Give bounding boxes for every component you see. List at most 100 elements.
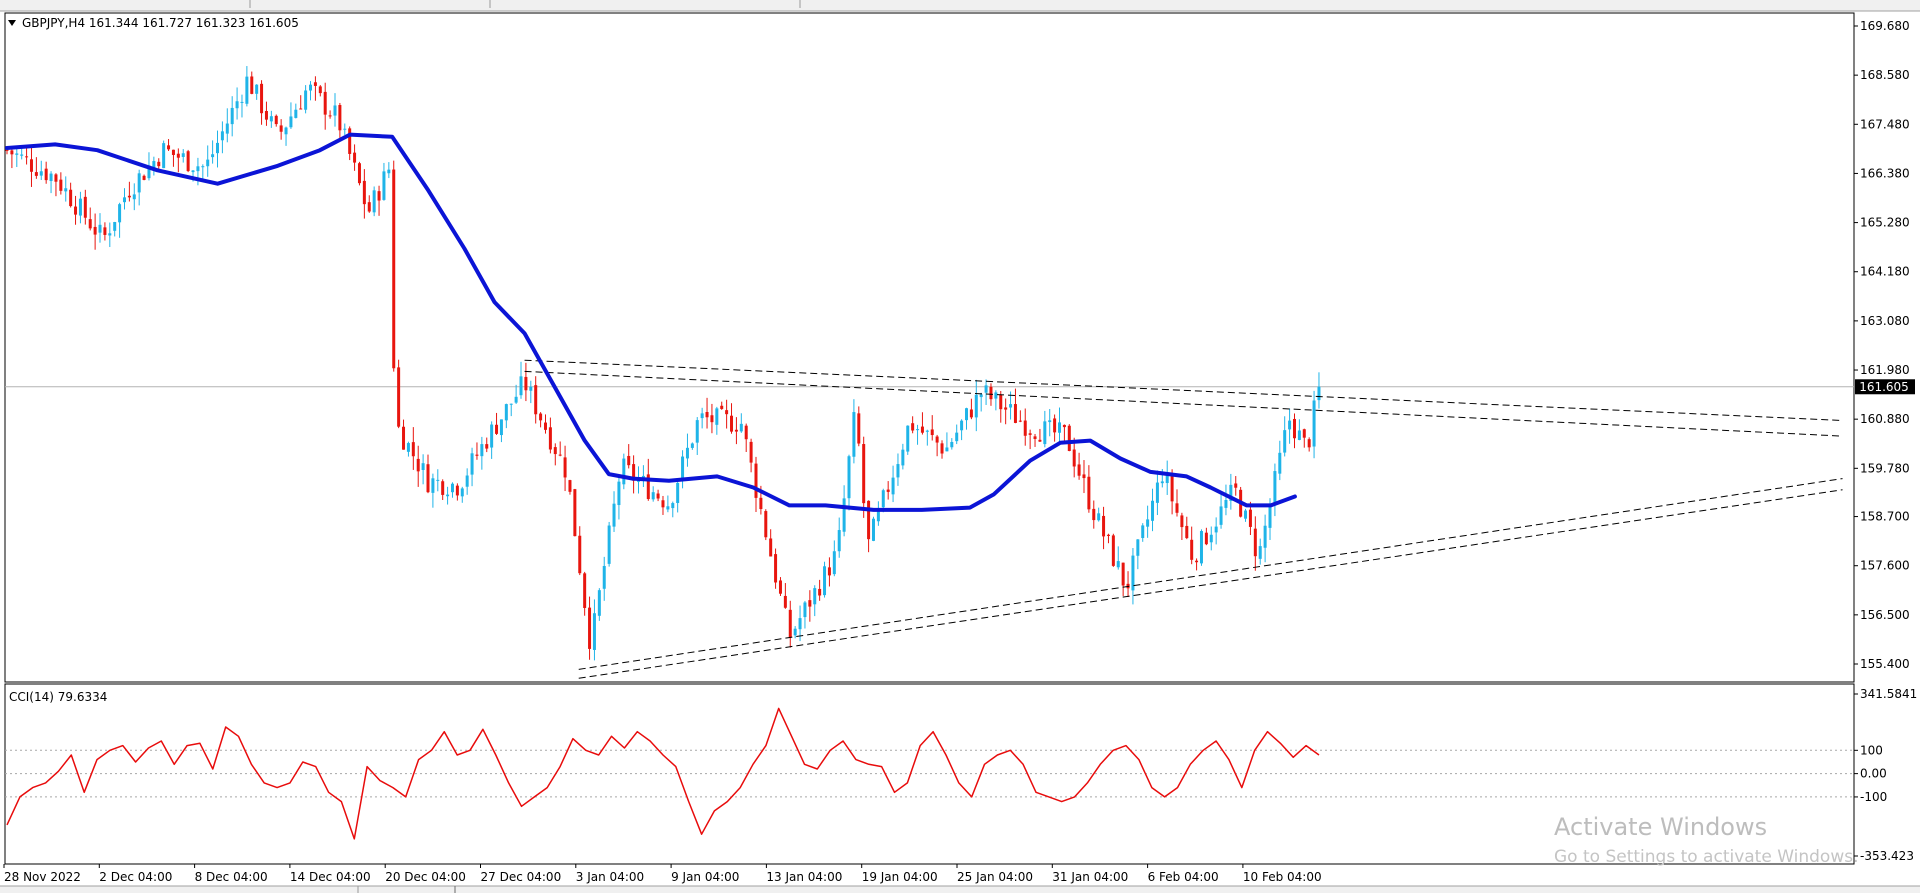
candle bbox=[1146, 505, 1150, 538]
candle bbox=[499, 419, 503, 443]
candle bbox=[920, 412, 924, 435]
price-pane[interactable] bbox=[4, 12, 1855, 683]
candle bbox=[74, 195, 78, 225]
candle bbox=[994, 390, 998, 411]
candle bbox=[891, 465, 895, 503]
candle bbox=[1072, 437, 1076, 478]
symbol-header: GBPJPY,H4 161.344 161.727 161.323 161.60… bbox=[22, 16, 299, 30]
candle bbox=[323, 82, 327, 130]
candle bbox=[612, 491, 616, 532]
candle bbox=[328, 110, 332, 119]
candle bbox=[1185, 516, 1189, 540]
time-tick-label: 2 Dec 04:00 bbox=[99, 870, 172, 884]
cci-header: CCI(14) 79.6334 bbox=[9, 690, 107, 704]
candle bbox=[524, 362, 528, 402]
candle bbox=[896, 453, 900, 486]
candle bbox=[1004, 398, 1008, 425]
candle bbox=[1165, 460, 1169, 495]
candle bbox=[666, 495, 670, 513]
candle bbox=[1087, 465, 1091, 513]
candle bbox=[930, 415, 934, 441]
candle bbox=[1038, 428, 1042, 442]
cci-series bbox=[6, 707, 1320, 840]
candle bbox=[406, 441, 410, 457]
candle bbox=[450, 482, 454, 498]
candle bbox=[1121, 562, 1125, 597]
candle bbox=[852, 399, 856, 464]
candle bbox=[441, 479, 445, 501]
candle bbox=[764, 509, 768, 541]
time-tick-label: 19 Jan 04:00 bbox=[862, 870, 938, 884]
candle bbox=[568, 479, 572, 495]
cci-level-lines bbox=[5, 749, 1854, 798]
candle bbox=[387, 162, 391, 179]
candle bbox=[803, 600, 807, 629]
candle bbox=[1058, 407, 1062, 442]
trendline[interactable] bbox=[578, 478, 1843, 670]
time-tick-label: 10 Feb 04:00 bbox=[1243, 870, 1322, 884]
activate-windows-title: Activate Windows bbox=[1554, 813, 1767, 841]
candle bbox=[553, 443, 557, 466]
candle bbox=[730, 403, 734, 434]
candle bbox=[857, 406, 861, 447]
candle bbox=[460, 486, 464, 503]
time-axis[interactable]: 28 Nov 2022 2 Dec 04:00 8 Dec 04:00 14 Dec … bbox=[3, 864, 1322, 884]
candle bbox=[216, 130, 220, 168]
trendlines[interactable] bbox=[524, 359, 1843, 679]
candle bbox=[240, 94, 244, 118]
candle bbox=[1307, 437, 1311, 452]
candle bbox=[1224, 484, 1228, 516]
candle bbox=[950, 438, 954, 450]
candle bbox=[925, 429, 929, 446]
symbol-menu-icon[interactable] bbox=[8, 20, 16, 26]
candle bbox=[118, 202, 122, 238]
candle bbox=[725, 399, 729, 429]
trendline[interactable] bbox=[578, 489, 1843, 679]
candle bbox=[945, 432, 949, 452]
candle bbox=[1278, 440, 1282, 481]
candle bbox=[93, 213, 97, 250]
candle bbox=[744, 423, 748, 452]
candle bbox=[245, 66, 249, 107]
candle bbox=[348, 126, 352, 161]
candle bbox=[142, 174, 146, 181]
candle bbox=[651, 486, 655, 502]
candle bbox=[514, 384, 518, 404]
candle bbox=[490, 421, 494, 459]
price-tick-label: 164.180 bbox=[1860, 265, 1910, 279]
candle bbox=[969, 398, 973, 420]
candle bbox=[176, 148, 180, 173]
price-tick-label: 156.500 bbox=[1860, 608, 1910, 622]
candle bbox=[578, 526, 582, 576]
price-axis[interactable]: 169.680 168.580 167.480 166.380 165.280 164.1… bbox=[1854, 19, 1910, 671]
candle bbox=[734, 417, 738, 445]
candle bbox=[592, 599, 596, 661]
candle bbox=[1028, 429, 1032, 450]
candle bbox=[83, 189, 87, 225]
time-tick-label: 27 Dec 04:00 bbox=[481, 870, 562, 884]
candle bbox=[974, 379, 978, 432]
candle bbox=[455, 483, 459, 501]
candle bbox=[823, 561, 827, 598]
candle bbox=[695, 417, 699, 455]
candle bbox=[960, 419, 964, 441]
candle bbox=[132, 183, 136, 211]
candle bbox=[1043, 410, 1047, 448]
candle bbox=[338, 102, 342, 142]
candle bbox=[690, 442, 694, 450]
activate-windows-subtitle: Go to Settings to activate Windows. bbox=[1554, 847, 1859, 867]
candle bbox=[313, 76, 317, 101]
candle bbox=[1209, 526, 1213, 551]
current-price-tag: 161.605 bbox=[1855, 379, 1915, 395]
candle bbox=[1013, 388, 1017, 424]
candle bbox=[715, 406, 719, 435]
candle bbox=[862, 436, 866, 518]
candle bbox=[1048, 409, 1052, 437]
candle bbox=[69, 182, 73, 208]
candle bbox=[661, 495, 665, 515]
cci-line bbox=[6, 707, 1320, 840]
candle bbox=[671, 501, 675, 518]
candle bbox=[911, 416, 915, 434]
candle bbox=[103, 222, 107, 241]
